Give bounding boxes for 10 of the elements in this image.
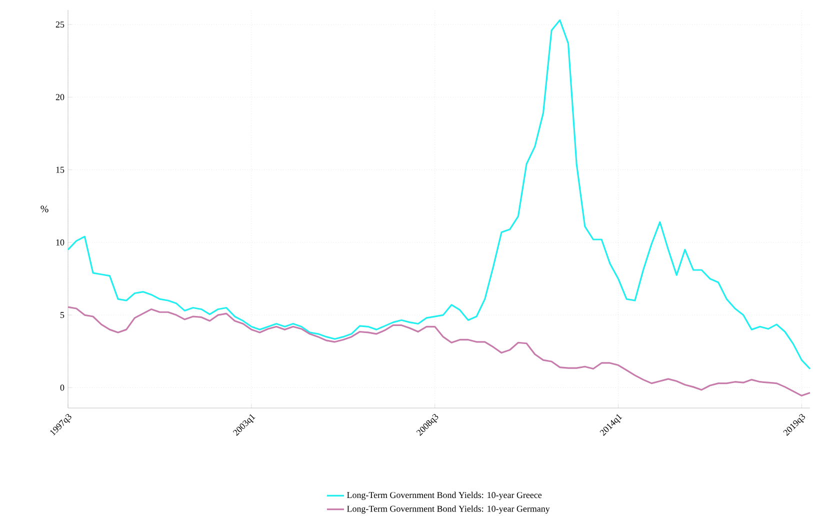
y-tick-label: 20 [56,94,64,100]
y-tick-label: 25 [56,22,64,28]
y-tick-label: 0 [60,384,64,391]
y-tick-label: 5 [60,312,64,318]
y-tick-label: 15 [56,166,64,173]
y-axis-title: % [40,206,48,212]
legend-label: Long-Term Government Bond Yields: 10-year Germany [347,505,550,514]
y-tick-label: 10 [56,239,64,246]
legend-label: Long-Term Government Bond Yields: 10-year Greece [347,492,542,500]
line-series [67,306,811,396]
